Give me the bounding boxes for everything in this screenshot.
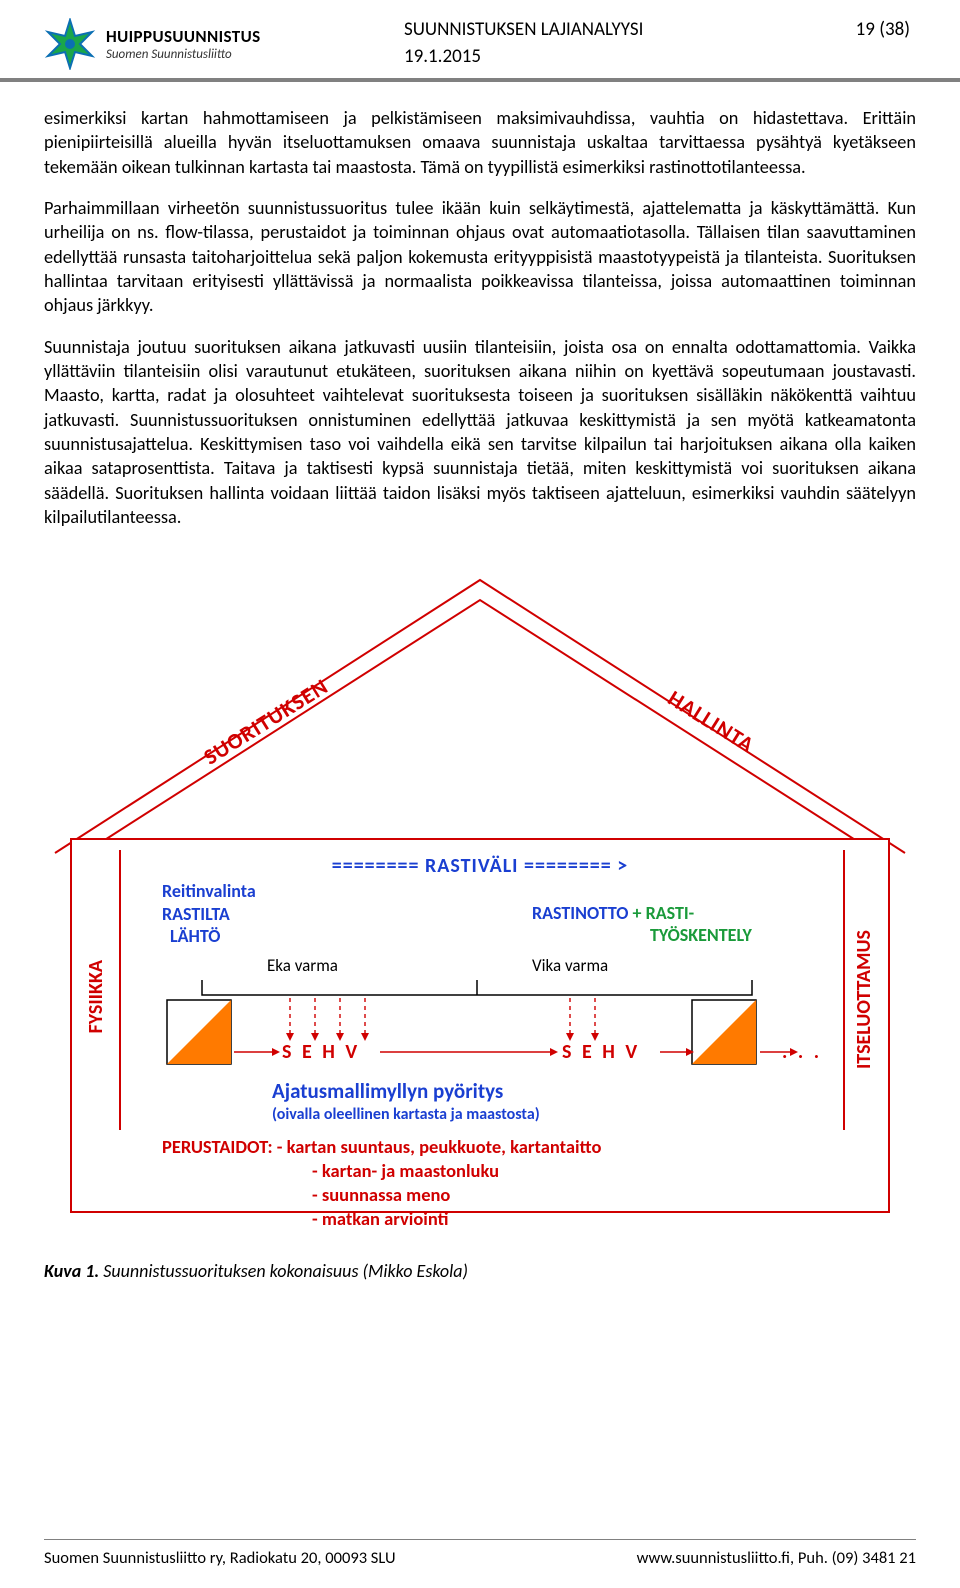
caption-text: Suunnistussuorituksen kokonaisuus (Mikko… (99, 1260, 468, 1282)
perus-4: - matkan arviointi (162, 1207, 848, 1231)
star-logo-icon (44, 18, 96, 70)
rastivali-line: ======== RASTIVÄLI ======== > (72, 854, 888, 878)
block-left: Reitinvalinta RASTILTA LÄHTÖ (162, 880, 256, 948)
house-body: FYSIIKKA ITSELUOTTAMUS ======== RASTIVÄL… (70, 838, 890, 1213)
logo-block: HUIPPUSUUNNISTUS Suomen Suunnistusliitto (44, 18, 364, 70)
dots: . . . (782, 1040, 822, 1064)
perustaidot-block: PERUSTAIDOT: - kartan suuntaus, peukkuot… (162, 1135, 848, 1231)
house-diagram: SUORITUKSEN HALLINTA FYSIIKKA ITSELUOTTA… (50, 568, 910, 1228)
roof-icon (50, 568, 910, 858)
page-number: 19 (38) (856, 18, 916, 41)
perus-1: - kartan suuntaus, peukkuote, kartantait… (277, 1135, 602, 1158)
block-right: RASTINOTTO + RASTI- TYÖSKENTELY (532, 902, 752, 946)
para-1: esimerkiksi kartan hahmottamiseen ja pel… (44, 106, 916, 179)
figure-caption: Kuva 1. Suunnistussuorituksen kokonaisuu… (0, 1228, 960, 1282)
doc-date: 19.1.2015 (404, 45, 481, 68)
rasti-plus: + RASTI- (633, 902, 695, 924)
vika-varma: Vika varma (532, 955, 608, 976)
logo-sub-text: Suomen Suunnistusliitto (106, 47, 261, 62)
body-text: esimerkiksi kartan hahmottamiseen ja pel… (0, 82, 960, 556)
ajatus-sub: (oivalla oleellinen kartasta ja maastost… (272, 1105, 540, 1124)
sehv-2: S E H V (562, 1040, 640, 1064)
left-pillar: FYSIIKKA (84, 960, 108, 1033)
rastinotto: RASTINOTTO (532, 902, 628, 924)
rastilta: RASTILTA (162, 903, 256, 926)
doc-title: SUUNNISTUKSEN LAJIANALYYSI (404, 18, 643, 41)
footer-right: www.suunnistusliitto.fi, Puh. (09) 3481 … (637, 1548, 916, 1568)
perus-label: PERUSTAIDOT: (162, 1135, 273, 1158)
tyoskentely: TYÖSKENTELY (532, 924, 752, 946)
logo-main-text: HUIPPUSUUNNISTUS (106, 26, 261, 47)
page-header: HUIPPUSUUNNISTUS Suomen Suunnistusliitto… (0, 0, 960, 82)
footer-left: Suomen Suunnistusliitto ry, Radiokatu 20… (44, 1548, 396, 1568)
right-pillar: ITSELUOTTAMUS (852, 930, 876, 1069)
eka-varma: Eka varma (267, 955, 338, 976)
perus-2: - kartan- ja maastonluku (162, 1159, 848, 1183)
page-footer: Suomen Suunnistusliitto ry, Radiokatu 20… (44, 1539, 916, 1568)
perus-3: - suunnassa meno (162, 1183, 848, 1207)
para-2: Parhaimmillaan virheetön suunnistussuori… (44, 196, 916, 318)
lahto: LÄHTÖ (162, 925, 256, 948)
figure-wrap: SUORITUKSEN HALLINTA FYSIIKKA ITSELUOTTA… (0, 568, 960, 1228)
sehv-1: S E H V (282, 1040, 360, 1064)
ajatus-title: Ajatusmallimyllyn pyöritys (272, 1078, 503, 1104)
para-3: Suunnistaja joutuu suorituksen aikana ja… (44, 335, 916, 530)
caption-label: Kuva 1. (44, 1260, 99, 1282)
reitinvalinta: Reitinvalinta (162, 880, 256, 903)
